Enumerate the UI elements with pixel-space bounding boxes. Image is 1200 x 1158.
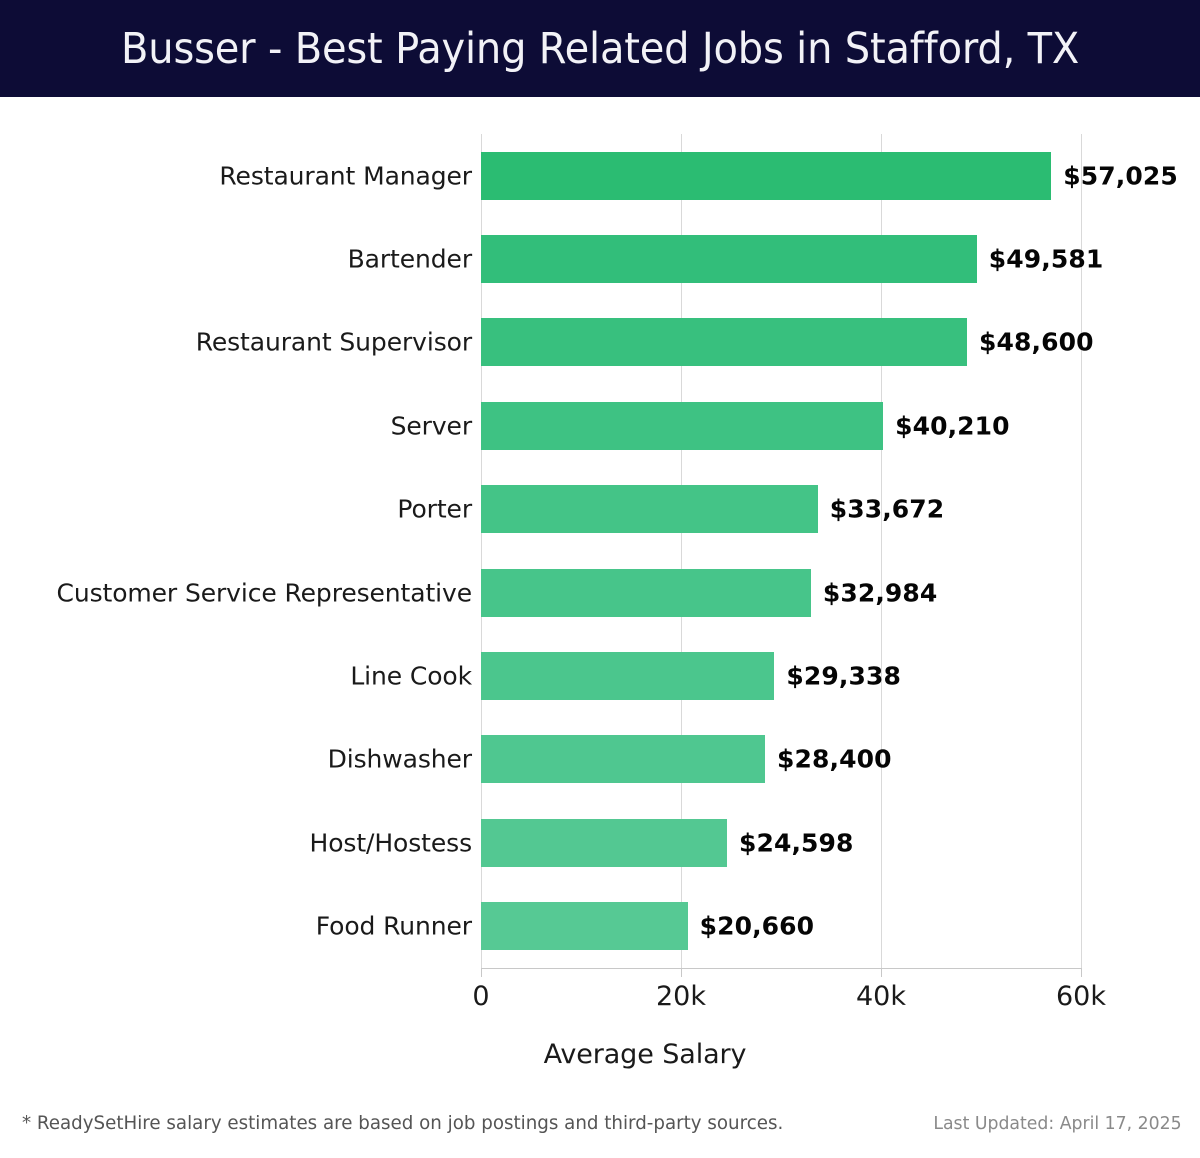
x-axis-title: Average Salary [0, 1039, 1200, 1070]
title-banner: Busser - Best Paying Related Jobs in Sta… [0, 0, 1200, 97]
x-axis-tick [481, 968, 482, 977]
bar[interactable] [481, 568, 811, 617]
bar-category-label: Porter [397, 494, 472, 524]
x-axis-tick-label: 20k [656, 981, 706, 1012]
bar-category-label: Host/Hostess [309, 828, 473, 858]
footer-last-updated: Last Updated: April 17, 2025 [933, 1113, 1182, 1134]
x-axis-tick [681, 968, 682, 977]
x-axis-line [481, 968, 1082, 969]
x-axis-tick-label: 60k [1056, 981, 1106, 1012]
bar-value-label: $32,984 [822, 578, 938, 608]
bar-row[interactable]: Customer Service Representative $32,984 [0, 551, 1200, 634]
gridline [481, 134, 482, 968]
gridline [881, 134, 882, 968]
bar[interactable] [481, 151, 1052, 200]
bar-value-label: $24,598 [738, 828, 854, 858]
bar[interactable] [481, 735, 765, 784]
bar-category-label: Server [390, 411, 472, 441]
footer-disclaimer: * ReadySetHire salary estimates are base… [22, 1112, 784, 1134]
bar-value-label: $20,660 [699, 911, 815, 941]
bar-category-label: Food Runner [315, 911, 472, 941]
bar[interactable] [481, 485, 818, 534]
bar-value-label: $40,210 [895, 411, 1010, 441]
bar-category-label: Line Cook [350, 661, 472, 691]
bar-value-label: $28,400 [777, 744, 892, 774]
bar-value-label: $57,025 [1063, 161, 1178, 191]
bar-value-label: $49,581 [988, 244, 1104, 274]
x-axis-tick-label: 0 [472, 981, 490, 1012]
bar-row[interactable]: Dishwasher $28,400 [0, 718, 1200, 801]
x-axis-tick [881, 968, 882, 977]
bar-value-label: $48,600 [979, 327, 1094, 357]
gridline [1081, 134, 1082, 968]
bar-category-label: Customer Service Representative [56, 578, 472, 608]
bar-category-label: Restaurant Manager [219, 161, 472, 191]
bar-category-label: Restaurant Supervisor [195, 327, 472, 357]
x-axis-title-text: Average Salary [543, 1039, 747, 1070]
bar[interactable] [481, 818, 727, 867]
bar[interactable] [481, 318, 967, 367]
bar-row[interactable]: Bartender $49,581 [0, 217, 1200, 300]
x-axis-tick-label: 40k [856, 981, 906, 1012]
page-title: Busser - Best Paying Related Jobs in Sta… [120, 23, 1080, 74]
bar-row[interactable]: Porter $33,672 [0, 468, 1200, 551]
bar-row[interactable]: Host/Hostess $24,598 [0, 801, 1200, 884]
bar-chart: Restaurant Manager $57,025 Bartender $49,58… [0, 97, 1200, 1097]
bar[interactable] [481, 401, 884, 450]
x-axis-tick [1081, 968, 1082, 977]
gridline [681, 134, 682, 968]
bar-category-label: Dishwasher [327, 744, 472, 774]
bar-row[interactable]: Restaurant Manager $57,025 [0, 134, 1200, 217]
bar-value-label: $33,672 [829, 494, 945, 524]
bar-row[interactable]: Restaurant Supervisor $48,600 [0, 301, 1200, 384]
footer: * ReadySetHire salary estimates are base… [0, 1100, 1200, 1158]
bar-row[interactable]: Server $40,210 [0, 384, 1200, 467]
bar-value-label: $29,338 [786, 661, 901, 691]
bar[interactable] [481, 235, 977, 284]
bar-category-label: Bartender [347, 244, 473, 274]
bar-row[interactable]: Food Runner $20,660 [0, 885, 1200, 968]
bar[interactable] [481, 902, 688, 951]
bar-row[interactable]: Line Cook $29,338 [0, 634, 1200, 717]
bar[interactable] [481, 652, 775, 701]
